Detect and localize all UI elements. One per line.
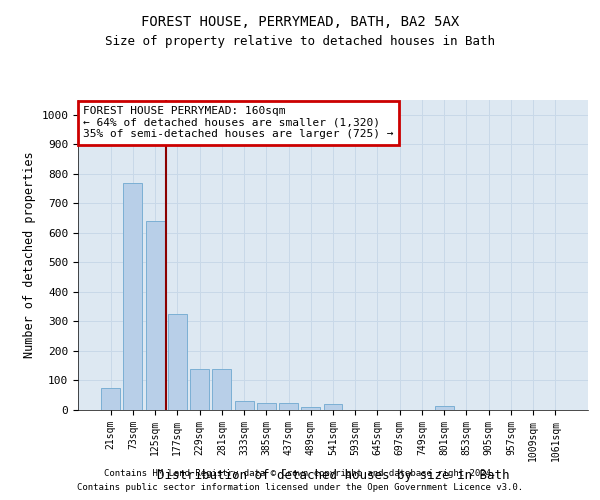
Bar (146, 221, 164, 410)
Bar (235, 401, 254, 410)
Bar (168, 314, 187, 410)
Text: FOREST HOUSE PERRYMEAD: 160sqm
← 64% of detached houses are smaller (1,320)
35% : FOREST HOUSE PERRYMEAD: 160sqm ← 64% of … (83, 106, 394, 140)
Text: Contains HM Land Registry data © Crown copyright and database right 2024.: Contains HM Land Registry data © Crown c… (104, 468, 496, 477)
Text: Size of property relative to detached houses in Bath: Size of property relative to detached ho… (105, 35, 495, 48)
Bar (257, 402, 276, 410)
Bar (279, 402, 298, 410)
Y-axis label: Number of detached properties: Number of detached properties (23, 152, 36, 358)
X-axis label: Distribution of detached houses by size in Bath: Distribution of detached houses by size … (157, 469, 509, 482)
Bar (190, 368, 209, 410)
Bar (212, 368, 231, 410)
Bar (435, 406, 454, 410)
Text: FOREST HOUSE, PERRYMEAD, BATH, BA2 5AX: FOREST HOUSE, PERRYMEAD, BATH, BA2 5AX (141, 15, 459, 29)
Bar (323, 404, 343, 410)
Text: Contains public sector information licensed under the Open Government Licence v3: Contains public sector information licen… (77, 484, 523, 492)
Bar (301, 407, 320, 410)
Bar (101, 388, 120, 410)
Bar (124, 182, 142, 410)
